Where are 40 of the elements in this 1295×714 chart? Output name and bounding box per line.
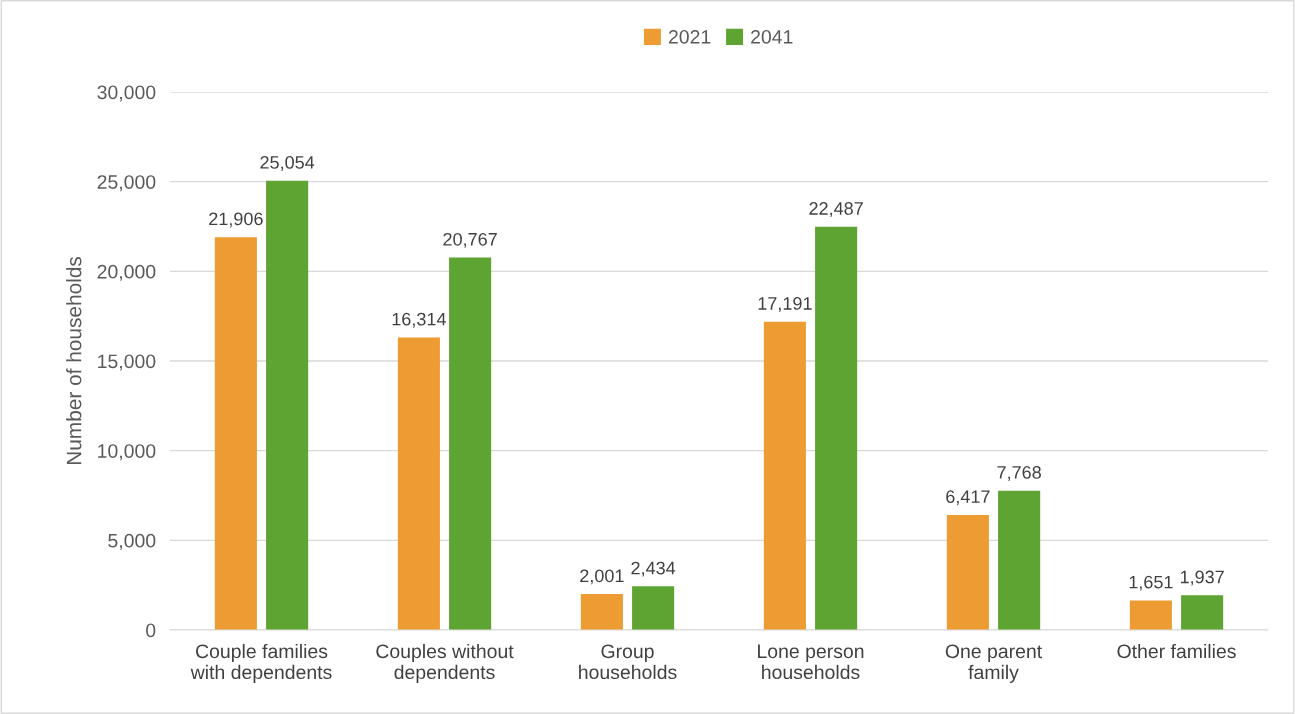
bar (397, 337, 440, 630)
x-tick-label: One parent family (945, 644, 1043, 683)
y-tick-label: 5,000 (108, 533, 156, 550)
data-label: 21,906 (209, 212, 263, 228)
y-tick-label: 30,000 (97, 85, 156, 102)
data-label: 2,434 (631, 561, 676, 577)
x-tick-label: Lone person households (758, 644, 864, 680)
legend-label: 2041 (751, 29, 793, 44)
y-tick-label: 10,000 (98, 444, 156, 461)
bar (1129, 600, 1172, 630)
data-label: 22,487 (809, 202, 863, 217)
x-tick-label: Other families (1117, 643, 1236, 659)
bar (214, 237, 257, 630)
data-label: 6,417 (946, 490, 990, 506)
y-axis-title: Number of households (66, 256, 82, 465)
data-label: 7,768 (997, 466, 1041, 481)
bar (763, 321, 806, 630)
legend-label: 2021 (668, 29, 711, 44)
y-tick-label: 15,000 (98, 354, 156, 371)
bar (946, 514, 989, 630)
data-label: 20,767 (443, 232, 497, 248)
bar (266, 180, 309, 630)
y-tick-label: 20,000 (97, 264, 156, 281)
data-label: 1,937 (1180, 570, 1224, 586)
y-tick-label: 25,000 (97, 175, 156, 192)
x-tick-label: Couple families with dependents (190, 643, 332, 683)
data-label: 17,191 (758, 297, 812, 312)
bar (1181, 595, 1224, 630)
data-label: 25,054 (260, 156, 315, 171)
bar (632, 586, 675, 630)
x-tick-label: Group households (579, 644, 677, 680)
bar (580, 594, 623, 630)
x-tick-label: Couples without dependents (376, 643, 514, 683)
data-label: 1,651 (1129, 575, 1173, 591)
bar (998, 490, 1041, 630)
bar (449, 257, 492, 630)
bar (815, 226, 858, 630)
data-label: 2,001 (580, 569, 624, 585)
y-tick-label: 0 (146, 623, 156, 638)
data-label: 16,314 (392, 312, 446, 328)
